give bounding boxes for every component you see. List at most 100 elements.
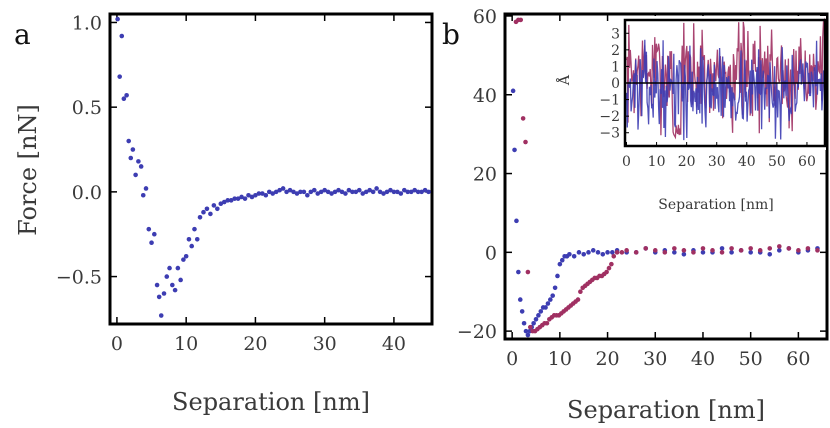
chart-b-point-blue xyxy=(543,305,548,310)
chart-b-point-magenta xyxy=(805,246,811,251)
chart-b-point-magenta xyxy=(624,248,629,253)
chart-a-point-data xyxy=(398,191,404,196)
chart-a-point-data xyxy=(370,189,376,195)
chart-b-point-blue xyxy=(586,250,591,255)
panel-label-a: a xyxy=(14,18,31,51)
inset-x-tick-label: 30 xyxy=(708,154,726,170)
chart-a-point-data xyxy=(225,198,231,203)
chart-b-point-magenta xyxy=(777,244,782,249)
chart-a-point-data xyxy=(201,209,206,215)
chart-a-point-data xyxy=(273,189,279,195)
chart-a-point-data xyxy=(305,192,310,198)
chart-a-point-data xyxy=(119,33,125,39)
chart-b-point-magenta xyxy=(619,250,625,255)
chart-a-point-data xyxy=(339,189,345,195)
chart-b-point-magenta xyxy=(719,250,725,255)
chart-a-point-data xyxy=(143,186,149,191)
chart-b-x-tick-label: 40 xyxy=(691,348,715,370)
chart-a-point-data xyxy=(374,186,379,191)
chart-a-point-data xyxy=(422,187,428,193)
chart-b-point-blue xyxy=(531,320,536,326)
chart-b-point-magenta xyxy=(700,246,706,251)
chart-a-point-data xyxy=(318,189,324,195)
chart-b-point-magenta xyxy=(710,248,715,253)
chart-a-point-data xyxy=(412,187,417,193)
chart-b-y-tick-label: 40 xyxy=(473,85,497,107)
chart-a-y-tick-label: 1.0 xyxy=(72,12,102,34)
chart-a-point-data xyxy=(325,189,331,195)
chart-a-point-data xyxy=(133,172,138,178)
chart-a-point-data xyxy=(167,265,172,271)
chart-b-point-blue xyxy=(523,328,529,334)
chart-b-point-blue xyxy=(512,147,517,153)
chart-a-point-data xyxy=(175,265,181,271)
chart-a-point-data xyxy=(353,189,359,195)
chart-a-point-data xyxy=(384,189,390,195)
chart-b-point-blue xyxy=(521,320,527,326)
chart-b-x-tick-label: 20 xyxy=(595,348,619,370)
chart-b-point-blue xyxy=(516,269,521,275)
chart-b-point-magenta xyxy=(796,248,801,253)
chart-a-frame xyxy=(108,12,434,326)
chart-a-point-data xyxy=(256,191,262,196)
inset-x-tick-label: 20 xyxy=(678,154,696,170)
chart-b-point-blue xyxy=(514,218,519,224)
chart-b-point-magenta xyxy=(544,320,550,326)
chart-a-point-data xyxy=(124,93,129,98)
inset-y-axis-label: Å xyxy=(555,74,573,86)
chart-a-point-data xyxy=(311,187,317,193)
chart-a-point-data xyxy=(294,191,300,196)
chart-b-point-blue xyxy=(767,252,773,257)
chart-a-point-data xyxy=(419,189,424,195)
chart-a-point-data xyxy=(266,189,272,195)
chart-a-point-data xyxy=(130,147,136,152)
chart-a-point-data xyxy=(146,226,152,232)
chart-a-point-data xyxy=(367,187,372,193)
chart-a-x-tick-label: 40 xyxy=(382,333,406,355)
chart-b-point-blue xyxy=(576,250,582,255)
inset-y-tick-label: −1 xyxy=(599,93,620,109)
chart-a-point-data xyxy=(186,237,192,242)
chart-a-y-tick-label: −0.5 xyxy=(56,267,102,289)
chart-a-point-data xyxy=(242,196,248,201)
chart-a-point-data xyxy=(115,16,120,22)
chart-a-point-data xyxy=(388,187,393,193)
chart-a-point-data xyxy=(117,74,122,79)
chart-b-point-magenta xyxy=(604,269,609,275)
chart-a-point-data xyxy=(121,96,127,101)
chart-b-point-magenta xyxy=(729,246,734,251)
chart-a-point-data xyxy=(228,198,234,203)
chart-b-x-tick-label: 10 xyxy=(548,348,572,370)
chart-a-x-tick-label: 0 xyxy=(111,333,123,355)
chart-a-point-data xyxy=(172,287,178,293)
inset-y-tick-label: 0 xyxy=(611,76,620,92)
chart-a-x-tick-label: 30 xyxy=(313,333,337,355)
chart-b-point-magenta xyxy=(518,17,524,23)
chart-a-y-tick-label: 0.0 xyxy=(72,182,102,204)
chart-a-point-data xyxy=(208,211,213,217)
chart-a-point-data xyxy=(239,194,244,200)
chart-a-point-data xyxy=(156,294,162,300)
chart-a-point-data xyxy=(291,189,296,195)
chart-b-point-blue xyxy=(545,301,551,306)
chart-b-point-blue xyxy=(567,252,572,257)
chart-a-point-data xyxy=(308,189,314,195)
chart-b-point-blue xyxy=(519,309,525,314)
chart-a-point-data xyxy=(152,231,157,237)
inset-series-blue xyxy=(625,39,826,141)
chart-b-point-magenta xyxy=(614,250,620,255)
chart-b-point-blue xyxy=(681,252,687,257)
chart-b-x-tick-label: 0 xyxy=(506,348,518,370)
chart-b-point-magenta xyxy=(578,289,583,295)
chart-a-x-tick-label: 10 xyxy=(174,333,198,355)
chart-a-point-data xyxy=(189,243,195,249)
chart-a-point-data xyxy=(246,192,251,198)
chart-a-point-data xyxy=(149,240,154,245)
chart-a-point-data xyxy=(363,189,369,195)
chart-b-point-blue xyxy=(595,250,601,255)
chart-a-point-data xyxy=(287,187,293,193)
chart-a-point-data xyxy=(346,187,352,193)
chart-a-point-data xyxy=(126,138,131,144)
chart-a-point-data xyxy=(277,187,282,193)
